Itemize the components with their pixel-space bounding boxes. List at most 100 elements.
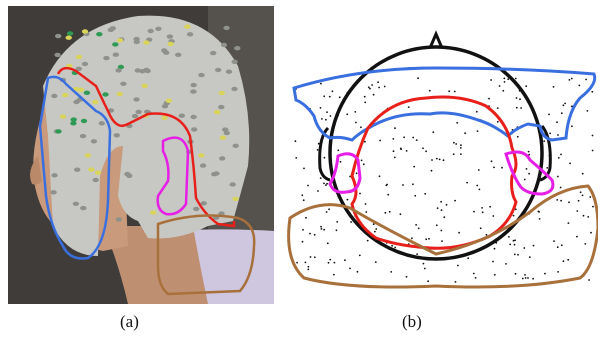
panel-a-photo xyxy=(8,6,274,304)
sensor-dot xyxy=(490,79,492,81)
sensor-dot xyxy=(414,194,417,197)
right-ear-marker xyxy=(539,125,552,182)
sensor-dot xyxy=(524,274,526,276)
sensor-dot xyxy=(344,259,346,262)
head-outline xyxy=(328,45,544,261)
sensor-dot xyxy=(517,253,519,256)
electrode xyxy=(54,52,61,58)
sensor-dot xyxy=(576,235,578,238)
sensor-dot xyxy=(589,196,592,198)
electrode xyxy=(66,31,74,36)
sensor-dot xyxy=(349,267,351,270)
sensor-dot xyxy=(390,271,393,273)
sensor-dot xyxy=(464,132,466,135)
sensor-dot xyxy=(355,172,358,175)
panel-b-diagram xyxy=(280,28,600,294)
sensor-dot xyxy=(394,246,397,249)
sensor-dot xyxy=(328,95,331,98)
sensor-dot xyxy=(329,115,332,117)
sensor-dot xyxy=(367,86,370,89)
sensor-dot xyxy=(323,156,326,159)
electrode xyxy=(112,42,119,47)
electrode xyxy=(190,82,197,88)
electrode-dots xyxy=(50,24,241,222)
sensor-dot xyxy=(313,233,316,236)
sensor-dot xyxy=(356,270,359,273)
electrode xyxy=(141,83,148,89)
sensor-dot xyxy=(493,166,495,169)
electrode xyxy=(74,167,81,172)
electrode xyxy=(143,40,150,45)
sensor-dot xyxy=(508,236,510,238)
sensor-dot xyxy=(584,243,587,245)
electrode xyxy=(77,87,85,93)
sensor-dot xyxy=(425,238,428,241)
electrode xyxy=(229,182,236,187)
electrode xyxy=(109,26,117,31)
sensor-dot xyxy=(337,149,340,152)
sensor-dot xyxy=(416,253,418,256)
eeg-cap-photo xyxy=(8,6,274,304)
sensor-dot xyxy=(319,107,322,109)
sensor-dot xyxy=(472,272,475,275)
electrode xyxy=(218,104,225,110)
electrode xyxy=(211,172,218,177)
sensor-dot xyxy=(579,191,582,194)
electrode xyxy=(133,36,140,42)
sensor-dot xyxy=(496,107,499,109)
sensor-dot xyxy=(346,198,349,201)
sensor-dot xyxy=(568,201,570,204)
electrode xyxy=(115,217,123,222)
sensor-dot xyxy=(432,131,435,134)
sensor-dot xyxy=(460,153,462,155)
electrode xyxy=(190,114,197,120)
sensor-dot xyxy=(453,90,456,93)
head-layout-diagram xyxy=(287,30,600,289)
sensor-dot xyxy=(581,172,584,175)
sensor-dot xyxy=(586,110,589,112)
sensor-dot xyxy=(509,243,512,246)
sensor-dot xyxy=(507,78,510,81)
sensor-dot xyxy=(333,273,335,276)
electrode xyxy=(222,127,229,132)
sensor-dot xyxy=(328,208,330,211)
sensor-dot xyxy=(425,150,427,153)
electrode xyxy=(83,90,91,96)
sensor-dot xyxy=(363,95,366,98)
electrode xyxy=(163,50,170,55)
sensor-dot xyxy=(567,222,570,225)
electrode xyxy=(155,26,162,31)
electrode xyxy=(161,115,168,121)
electrode xyxy=(191,127,198,132)
electrode xyxy=(234,46,241,51)
electrode xyxy=(175,52,182,57)
sensor-dot xyxy=(525,168,528,170)
sensor-dot xyxy=(431,159,433,161)
electrode xyxy=(178,113,185,118)
sensor-dot xyxy=(459,147,462,149)
sensor-dot xyxy=(556,246,559,249)
sensor-dot xyxy=(301,194,304,197)
sensor-dot xyxy=(320,228,323,230)
electrode xyxy=(193,206,200,212)
sensor-dot xyxy=(359,192,361,195)
sensor-dot xyxy=(560,153,562,156)
sensor-dot xyxy=(525,85,528,88)
sensor-dot xyxy=(346,113,349,116)
sensor-dot xyxy=(360,126,362,129)
electrode xyxy=(81,61,89,67)
sensor-dot xyxy=(402,184,404,186)
sensor-dot xyxy=(498,85,501,87)
sensor-dot xyxy=(411,237,413,240)
sensor-dot xyxy=(435,157,438,160)
sensor-dot xyxy=(354,111,357,113)
sensor-dot xyxy=(427,280,429,283)
electrode xyxy=(219,135,227,140)
nose xyxy=(30,156,42,185)
sensor-dot xyxy=(570,105,573,108)
electrode xyxy=(150,210,157,215)
sensor-dot xyxy=(457,264,459,267)
sensor-dot xyxy=(445,203,448,206)
sensor-dot xyxy=(325,118,327,121)
sensor-dot xyxy=(336,221,339,223)
